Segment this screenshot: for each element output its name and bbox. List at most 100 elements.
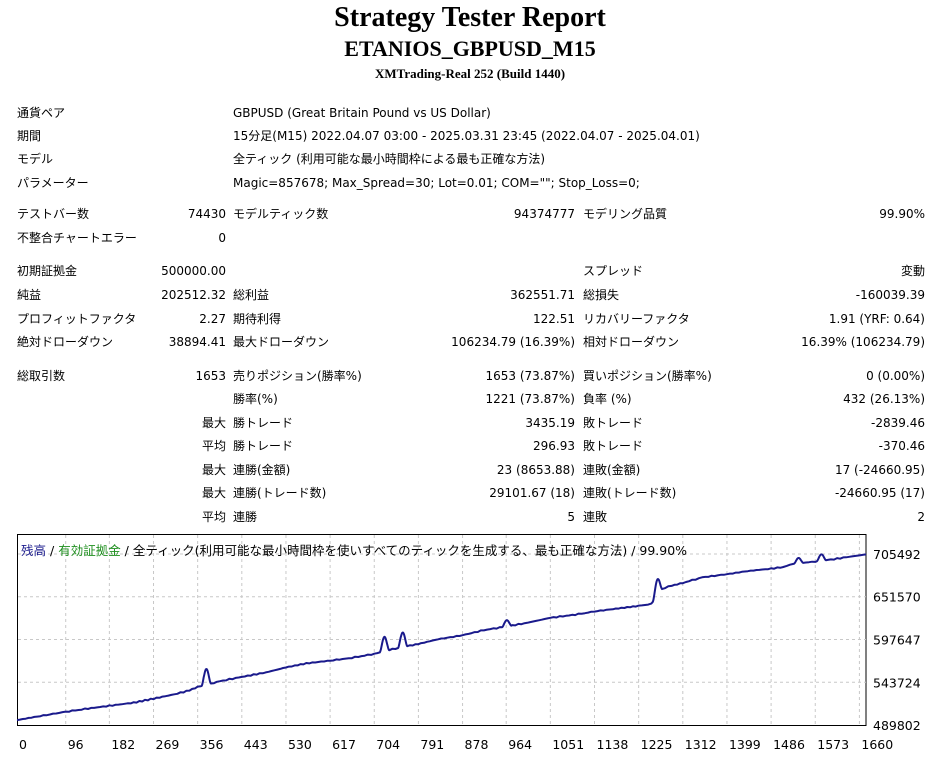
detail-prefix: 平均 [201, 439, 226, 453]
absolute-drawdown-label: 絶対ドローダウン [17, 335, 114, 349]
deposit-value: 500000.00 [161, 264, 226, 278]
gross-profit-value: 362551.71 [510, 288, 575, 302]
win-rate-value: 1221 (73.87%) [485, 392, 575, 406]
mismatch-value: 0 [218, 231, 226, 245]
recovery-factor-value: 1.91 (YRF: 0.64) [828, 312, 925, 326]
x-tick-label: 269 [156, 737, 180, 752]
model-value: 全ティック (利用可能な最小時間枠による最も正確な方法) [233, 152, 546, 166]
y-tick-label: 489802 [873, 718, 921, 733]
parameters-label: パラメーター [17, 176, 89, 190]
relative-drawdown-value: 16.39% (106234.79) [801, 335, 925, 349]
report-title: Strategy Tester Report [334, 2, 606, 33]
ticks-label: モデルティック数 [233, 207, 329, 221]
relative-drawdown-label: 相対ドローダウン [583, 335, 680, 349]
x-tick-label: 0 [19, 737, 27, 752]
largest-loss-value: -2839.46 [871, 416, 925, 430]
y-tick-label: 705492 [873, 547, 921, 562]
symbol-label: 通貨ペア [17, 106, 66, 120]
legend-separator: / [46, 543, 59, 558]
period-value: 15分足(M15) 2022.04.07 03:00 - 2025.03.31 … [233, 129, 700, 143]
report-subtitle: ETANIOS_GBPUSD_M15 [344, 36, 596, 61]
absolute-drawdown-value: 38894.41 [168, 335, 226, 349]
gross-profit-label: 総利益 [233, 288, 270, 302]
detail-prefix: 最大 [201, 416, 226, 430]
short-positions-label: 売りポジション(勝率%) [233, 369, 362, 383]
mismatch-label: 不整合チャートエラー [17, 231, 137, 245]
build-info: XMTrading-Real 252 (Build 1440) [374, 66, 566, 81]
x-tick-label: 1660 [861, 737, 893, 752]
max-consecutive-losses-money-value: 17 (-24660.95) [834, 463, 925, 477]
profit-factor-value: 2.27 [199, 312, 226, 326]
x-tick-label: 964 [508, 737, 532, 752]
x-tick-label: 1138 [597, 737, 629, 752]
x-tick-label: 1399 [729, 737, 761, 752]
x-tick-label: 1573 [817, 737, 849, 752]
max-consecutive-wins-count-value: 29101.67 (18) [489, 486, 575, 500]
plot-frame [17, 534, 867, 726]
average-profit-label: 勝トレード [233, 439, 294, 453]
x-tick-label: 530 [288, 737, 312, 752]
x-tick-label: 182 [111, 737, 135, 752]
spread-label: スプレッド [583, 264, 644, 278]
x-tick-label: 791 [420, 737, 444, 752]
parameters-value: Magic=857678; Max_Spread=30; Lot=0.01; C… [233, 176, 640, 190]
x-tick-label: 1051 [552, 737, 584, 752]
legend-balance: 残高 [21, 543, 47, 558]
y-tick-label: 597647 [873, 633, 921, 648]
x-tick-label: 443 [244, 737, 268, 752]
average-profit-value: 296.93 [533, 439, 575, 453]
largest-loss-label: 敗トレード [583, 416, 644, 430]
legend-model-quality: / 全ティック(利用可能な最小時間枠を使いすべてのティックを生成する、最も正確な… [120, 543, 688, 558]
balance-chart: 0 96 182 269 356 443 530 617 704 791 878 964 1051 113… [17, 534, 940, 761]
max-consecutive-losses-count-label: 連敗(トレード数) [583, 486, 677, 500]
average-loss-label: 敗トレード [583, 439, 644, 453]
loss-rate-value: 432 (26.13%) [843, 392, 925, 406]
detail-prefix: 最大 [201, 486, 226, 500]
max-consecutive-wins-count-label: 連勝(トレード数) [233, 486, 327, 500]
max-consecutive-losses-money-label: 連敗(金額) [583, 463, 641, 477]
deposit-label: 初期証拠金 [17, 264, 78, 278]
long-positions-label: 買いポジション(勝率%) [583, 369, 712, 383]
recovery-factor-label: リカバリーファクタ [583, 312, 690, 326]
expected-payoff-label: 期待利得 [233, 312, 282, 326]
gross-loss-value: -160039.39 [855, 288, 925, 302]
profit-factor-label: プロフィットファクタ [17, 312, 137, 326]
quality-value: 99.90% [879, 207, 925, 221]
y-tick-label: 651570 [873, 590, 921, 605]
ticks-value: 94374777 [513, 207, 575, 221]
detail-prefix: 最大 [201, 463, 226, 477]
expected-payoff-value: 122.51 [533, 312, 575, 326]
total-trades-value: 1653 [195, 369, 226, 383]
x-tick-label: 1312 [685, 737, 717, 752]
legend-equity: 有効証拠金 [58, 543, 121, 558]
spread-value: 変動 [900, 264, 925, 278]
bars-value: 74430 [187, 207, 226, 221]
max-consecutive-losses-count-value: -24660.95 (17) [834, 486, 925, 500]
chart-legend: 残高 / 有効証拠金 / 全ティック(利用可能な最小時間枠を使いすべてのティック… [21, 540, 687, 559]
maximal-drawdown-value: 106234.79 (16.39%) [451, 335, 575, 349]
maximal-drawdown-label: 最大ドローダウン [233, 335, 330, 349]
x-tick-label: 1486 [773, 737, 805, 752]
x-tick-label: 356 [200, 737, 224, 752]
short-positions-value: 1653 (73.87%) [485, 369, 575, 383]
long-positions-value: 0 (0.00%) [866, 369, 925, 383]
x-tick-label: 878 [465, 737, 489, 752]
max-consecutive-wins-money-value: 23 (8653.88) [496, 463, 575, 477]
symbol-value: GBPUSD (Great Britain Pound vs US Dollar… [233, 106, 491, 120]
average-consecutive-losses-value: 2 [917, 510, 925, 524]
detail-prefix: 平均 [201, 510, 226, 524]
x-tick-label: 96 [68, 737, 84, 752]
total-trades-label: 総取引数 [17, 369, 66, 383]
balance-line [17, 553, 867, 722]
period-label: 期間 [17, 129, 42, 143]
average-consecutive-wins-label: 連勝 [233, 510, 258, 524]
net-profit-label: 純益 [17, 288, 42, 302]
largest-profit-label: 勝トレード [233, 416, 294, 430]
loss-rate-label: 負率 (%) [583, 392, 632, 406]
x-tick-label: 1225 [641, 737, 673, 752]
balance-chart-svg: 0 96 182 269 356 443 530 617 704 791 878 964 1051 113… [17, 534, 921, 752]
x-tick-label: 704 [376, 737, 400, 752]
y-tick-label: 543724 [873, 675, 921, 690]
quality-label: モデリング品質 [583, 207, 668, 221]
bars-label: テストバー数 [17, 207, 90, 221]
